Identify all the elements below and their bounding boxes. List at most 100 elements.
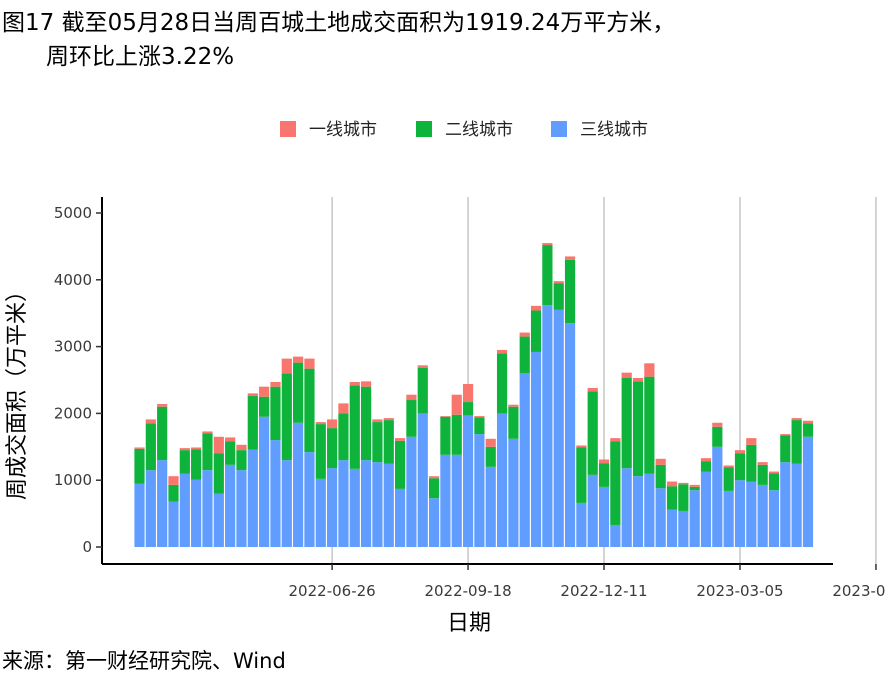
y-axis-title: 周成交面积（万平米） <box>5 280 30 500</box>
bar-tier1 <box>293 356 304 363</box>
bar-tier1 <box>451 394 462 415</box>
title-line-2: 周环比上涨3.22% <box>46 44 235 70</box>
bar-tier1 <box>746 438 757 445</box>
bar-tier3 <box>496 413 508 547</box>
bar-tier3 <box>179 473 190 547</box>
bar-tier2 <box>383 420 394 464</box>
bar-tier1 <box>621 372 632 378</box>
bar-tier2 <box>417 367 428 414</box>
bar-tier2 <box>406 400 417 437</box>
legend-label-2: 三线城市 <box>580 120 648 140</box>
bar-tier1 <box>134 447 145 449</box>
x-tick-label: 2023-05-28 <box>832 582 885 600</box>
bar-tier1 <box>259 386 270 397</box>
bar-tier1 <box>157 404 168 407</box>
bar-tier3 <box>485 466 496 547</box>
bar-tier3 <box>349 468 360 547</box>
bar-tier3 <box>610 524 621 547</box>
bar-tier1 <box>394 438 406 441</box>
bar-tier2 <box>225 441 236 465</box>
bar-tier1 <box>462 384 474 403</box>
y-tick-label: 1000 <box>54 471 92 489</box>
bar-tier3 <box>621 468 632 547</box>
legend-swatch-0 <box>280 121 296 137</box>
bar-tier1 <box>723 465 734 468</box>
bar-tier2 <box>644 376 655 474</box>
bar-tier1 <box>576 445 587 448</box>
bar-tier3 <box>508 438 519 547</box>
bar-tier3 <box>712 446 723 547</box>
bar-tier1 <box>496 349 508 354</box>
bar-tier2 <box>281 373 292 461</box>
bar-tier2 <box>757 464 768 485</box>
bar-tier2 <box>372 422 383 463</box>
bar-tier1 <box>474 416 485 418</box>
bar-tier2 <box>168 484 179 502</box>
bar-tier3 <box>315 478 326 547</box>
bar-tier1 <box>757 462 768 465</box>
bar-tier1 <box>678 482 689 485</box>
bar-tier1 <box>689 484 700 487</box>
bar-tier1 <box>383 418 394 421</box>
bar-tier3 <box>802 436 814 547</box>
bar-tier3 <box>145 470 156 547</box>
bar-tier3 <box>417 413 428 547</box>
legend-swatch-2 <box>551 121 567 137</box>
bar-tier1 <box>270 382 281 387</box>
bar-tier3 <box>428 498 440 547</box>
bar-tier3 <box>157 460 168 547</box>
bar-tier2 <box>655 464 666 489</box>
bar-tier1 <box>327 419 338 429</box>
bar-tier2 <box>700 461 712 472</box>
bar-tier1 <box>168 476 179 485</box>
bar-tier2 <box>791 420 802 464</box>
x-axis-title: 日期 <box>447 611 491 636</box>
bar-tier2 <box>145 423 156 471</box>
bars <box>134 243 814 547</box>
bar-tier1 <box>768 471 780 474</box>
y-tick-label: 3000 <box>54 338 92 356</box>
x-tick-label: 2022-06-26 <box>289 582 376 600</box>
bar-tier2 <box>508 406 519 439</box>
bar-tier3 <box>383 463 394 547</box>
bar-tier3 <box>394 488 406 547</box>
bar-tier2 <box>519 336 530 374</box>
bar-tier2 <box>304 368 315 453</box>
bar-tier3 <box>213 493 224 547</box>
bar-tier3 <box>236 470 247 547</box>
bar-tier2 <box>734 453 746 481</box>
bar-tier3 <box>451 454 462 547</box>
bar-tier1 <box>225 437 236 442</box>
bar-tier2 <box>496 353 508 414</box>
bar-tier3 <box>723 490 734 547</box>
bar-tier1 <box>372 419 383 423</box>
legend: 一线城市 二线城市 三线城市 <box>280 120 648 140</box>
bar-tier1 <box>338 403 349 414</box>
bar-tier2 <box>542 245 553 306</box>
bar-tier2 <box>247 396 258 450</box>
chart-title: 图17 截至05月28日当周百城土地成交面积为1919.24万平方米， 周环比上… <box>2 6 675 74</box>
title-line-1: 图17 截至05月28日当周百城土地成交面积为1919.24万平方米， <box>2 10 676 36</box>
bar-tier3 <box>327 468 338 547</box>
bar-tier1 <box>700 458 712 462</box>
y-tick-label: 2000 <box>54 404 92 422</box>
bar-tier3 <box>632 476 644 547</box>
bar-tier3 <box>406 436 417 547</box>
bar-tier2 <box>587 391 598 475</box>
bar-tier1 <box>428 476 440 479</box>
bar-tier3 <box>462 415 474 547</box>
bar-tier2 <box>576 447 587 503</box>
bar-tier3 <box>598 486 610 547</box>
bar-tier2 <box>678 484 689 511</box>
bar-tier1 <box>315 422 326 425</box>
bar-tier3 <box>791 463 802 547</box>
bar-tier1 <box>485 438 496 447</box>
bar-tier3 <box>372 462 383 547</box>
y-tick-label: 0 <box>82 538 92 556</box>
bar-tier3 <box>587 474 598 547</box>
bar-tier1 <box>213 436 224 454</box>
bar-tier2 <box>349 385 360 469</box>
bar-tier2 <box>666 486 678 510</box>
bar-tier1 <box>519 332 530 337</box>
